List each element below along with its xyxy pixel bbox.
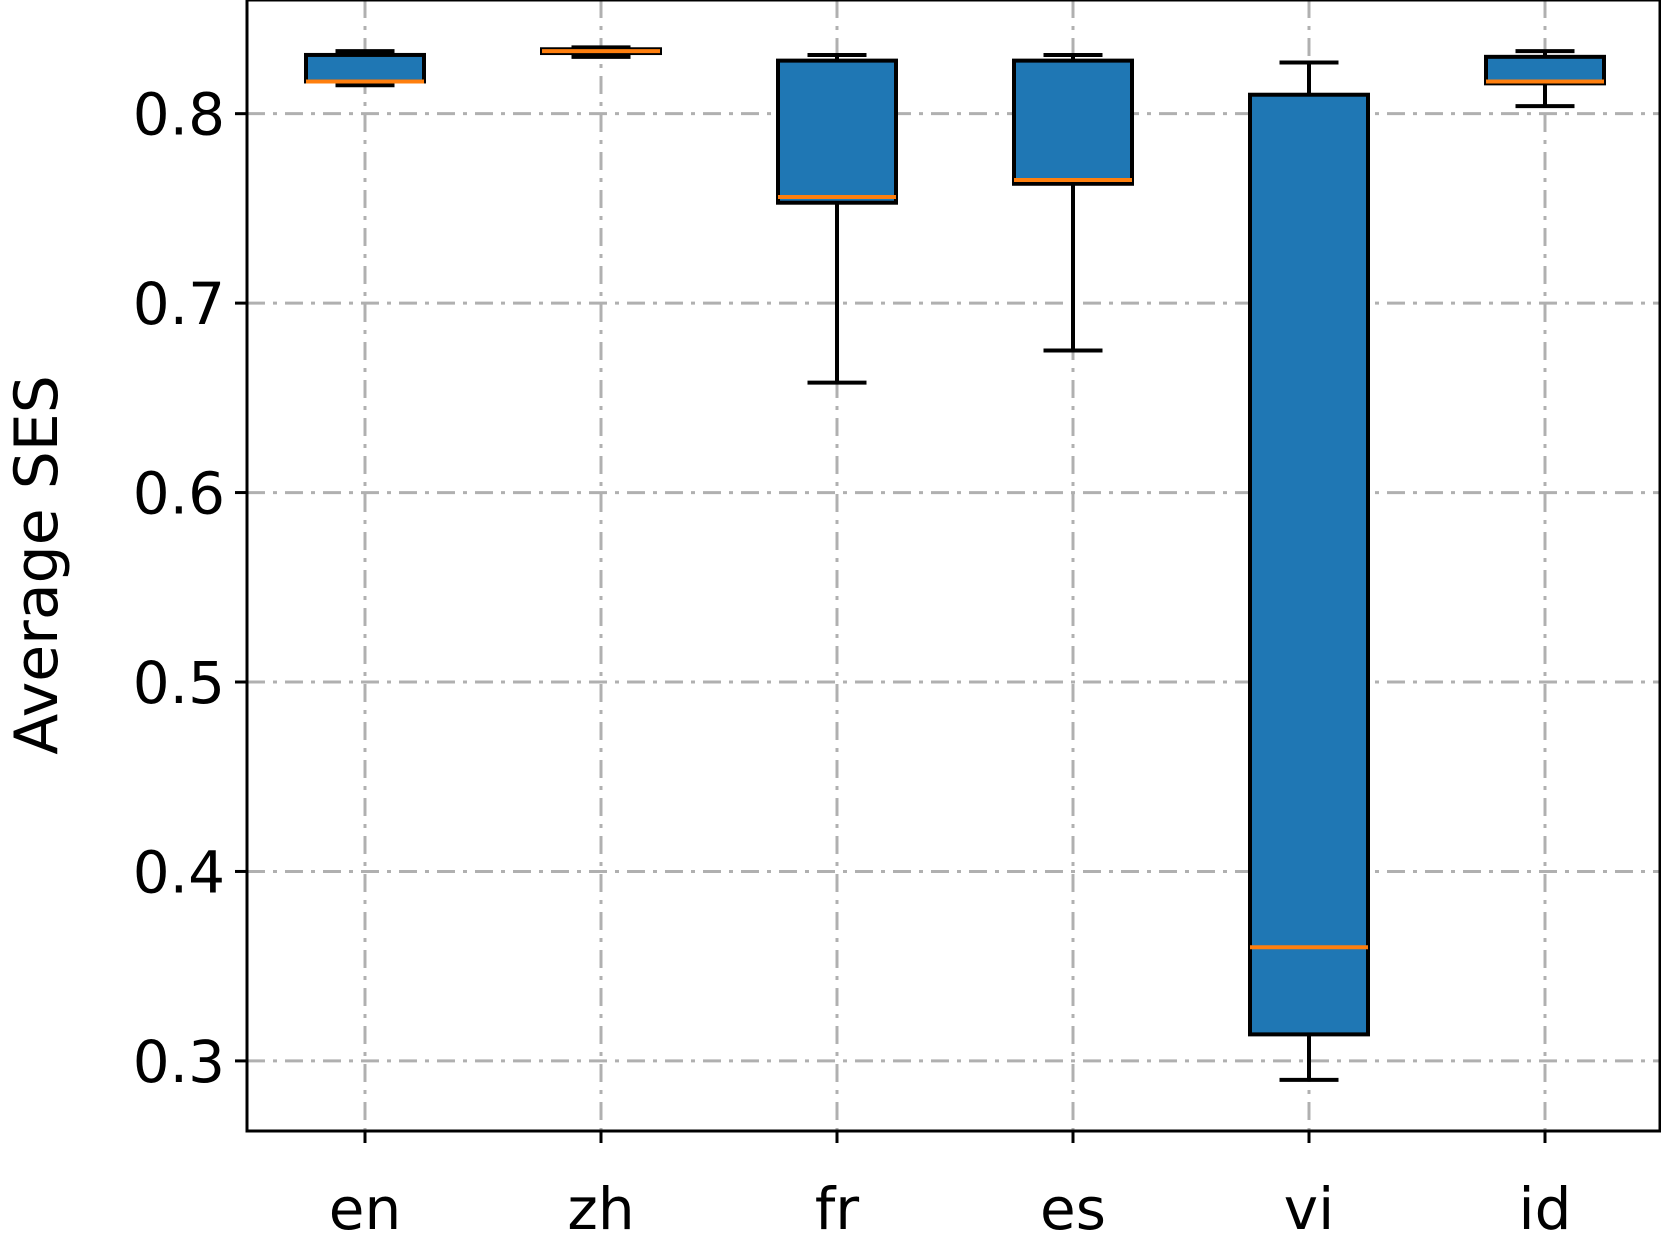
- grid-lines: [247, 0, 1660, 1131]
- box-iqr: [1484, 54, 1606, 86]
- axis-ticks: 0.3 0.4 0.5 0.6 0.7 0.8 en zh fr es vi id: [133, 81, 1572, 1243]
- y-tick-label: 0.4: [133, 838, 225, 906]
- plot-frame: [245, 0, 1661, 1133]
- box-iqr: [1012, 58, 1134, 186]
- y-tick-label: 0.5: [133, 649, 225, 717]
- box-zh: [540, 45, 662, 59]
- y-tick-label: 0.6: [133, 460, 225, 528]
- y-tick-label: 0.8: [133, 81, 225, 149]
- box-vi: [1248, 60, 1370, 1082]
- x-tick-label: en: [329, 1175, 401, 1243]
- box-es: [1012, 52, 1134, 353]
- box-fr: [776, 52, 898, 385]
- x-tick-label: fr: [815, 1175, 859, 1243]
- box-iqr: [1248, 92, 1370, 1037]
- y-axis-title: Average SES: [2, 375, 72, 755]
- box-series: [304, 45, 1606, 1082]
- x-tick-label: vi: [1284, 1175, 1334, 1243]
- box-id: [1484, 49, 1606, 109]
- x-tick-label: id: [1519, 1175, 1572, 1243]
- box-en: [304, 49, 426, 88]
- y-tick-label: 0.7: [133, 270, 225, 338]
- x-tick-label: zh: [567, 1175, 634, 1243]
- box-iqr: [776, 58, 898, 205]
- y-tick-label: 0.3: [133, 1028, 225, 1096]
- x-tick-label: es: [1040, 1175, 1106, 1243]
- box-iqr: [304, 52, 426, 84]
